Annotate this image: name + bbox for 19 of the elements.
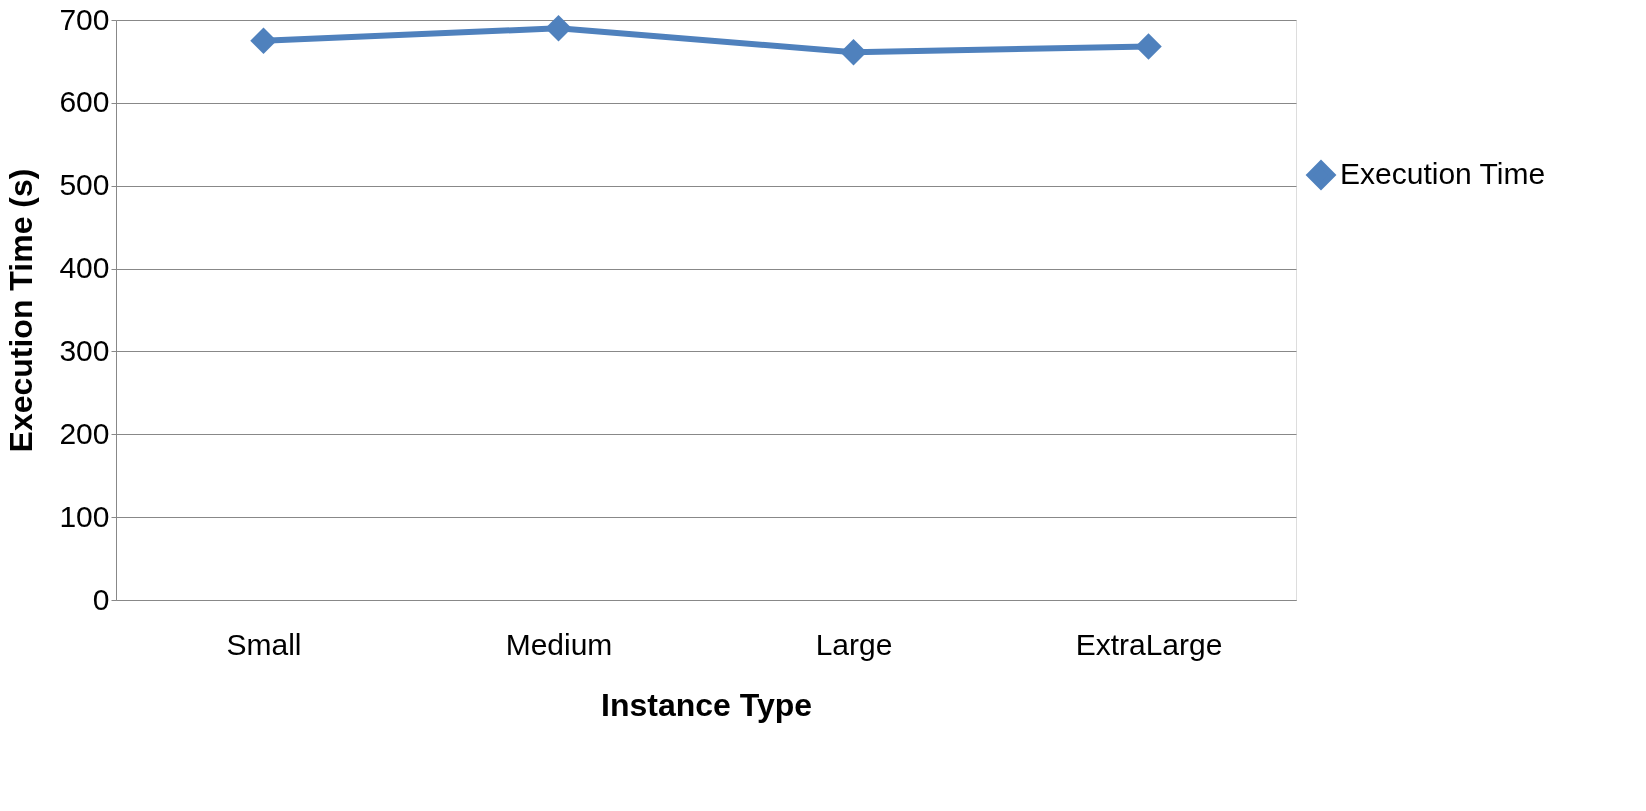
x-tick-label: Small	[226, 627, 302, 661]
point	[840, 39, 867, 66]
point	[1135, 33, 1162, 60]
x-tick-label: Large	[815, 627, 893, 661]
y-tick-label: 100	[59, 499, 110, 533]
x-tick-label: ExtraLarge	[1075, 627, 1223, 661]
point	[250, 27, 277, 54]
y-tick-label: 600	[59, 85, 110, 119]
y-tick-label: 0	[92, 582, 110, 616]
legend-label: Execution Time	[1340, 157, 1546, 190]
y-tick-label: 300	[59, 333, 110, 367]
point	[545, 15, 572, 42]
y-axis-title: Execution Time (s)	[3, 168, 40, 453]
x-tick-label: Medium	[505, 627, 613, 661]
y-tick-label: 200	[59, 416, 110, 450]
y-tick-label: 700	[59, 2, 110, 36]
x-axis-title: Instance Type	[600, 686, 813, 723]
y-tick-label: 500	[59, 168, 110, 202]
y-tick-label: 400	[59, 251, 110, 285]
